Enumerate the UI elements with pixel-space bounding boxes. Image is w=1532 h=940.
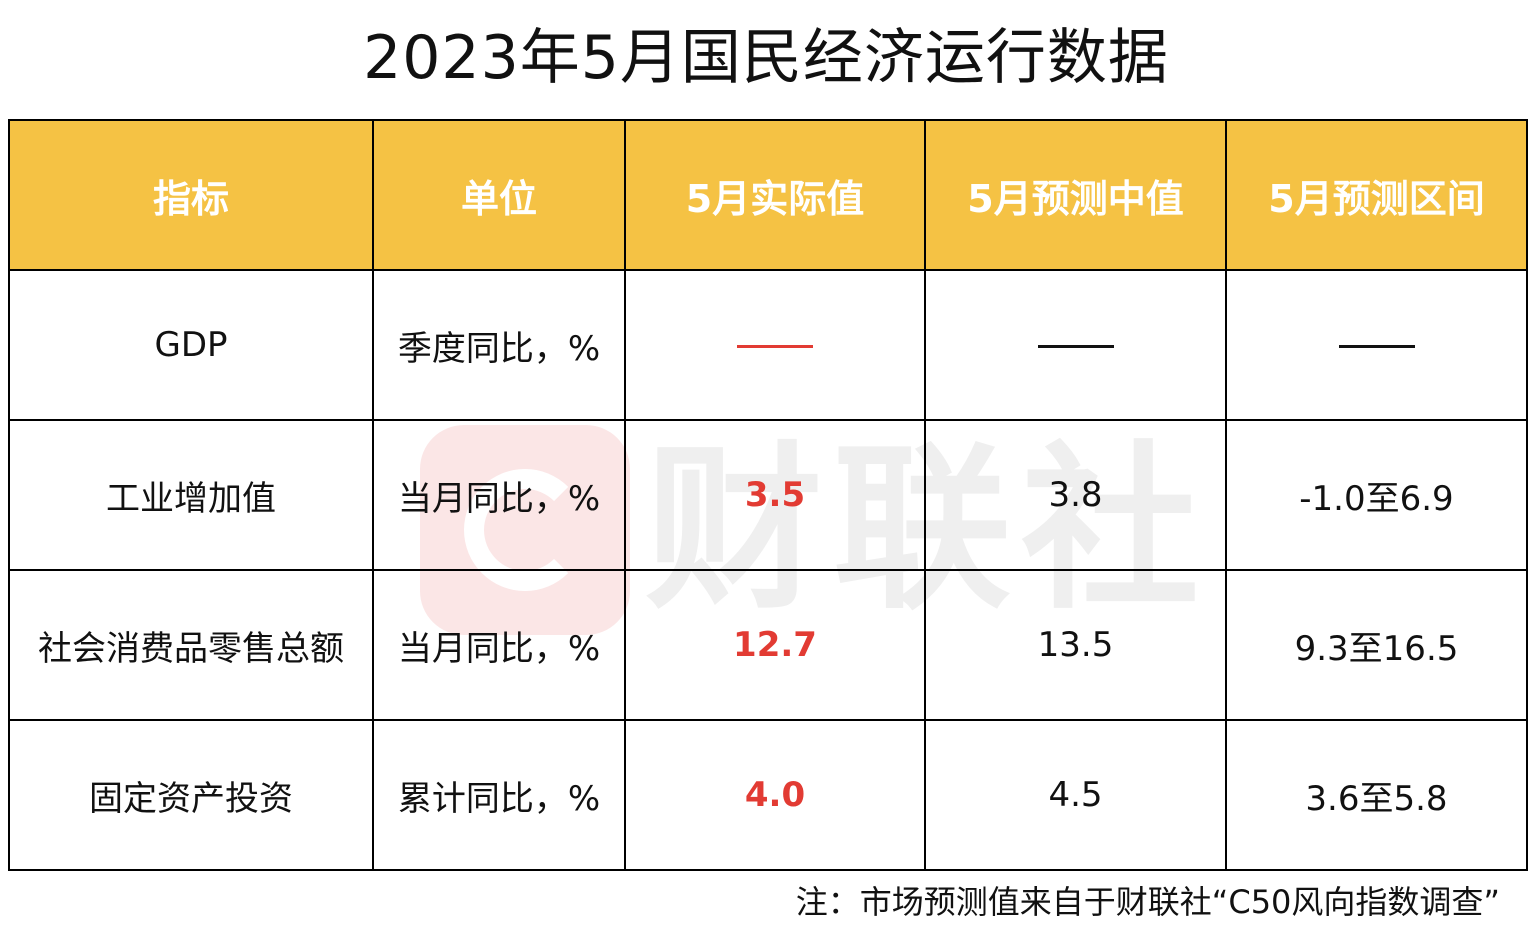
table-row: 社会消费品零售总额 当月同比，% 12.7 13.5 9.3至16.5: [8, 569, 1528, 721]
forecast-range-cell: -1.0至6.9: [1225, 419, 1528, 571]
forecast-median-cell: 3.8: [924, 419, 1227, 571]
header-indicator: 指标: [8, 119, 374, 271]
page-title: 2023年5月国民经济运行数据: [363, 23, 1169, 93]
unit-cell: 当月同比，%: [372, 419, 626, 571]
forecast-range-cell: 9.3至16.5: [1225, 569, 1528, 721]
actual-cell: 4.0: [624, 719, 926, 871]
table-row: GDP 季度同比，% —— —— ——: [8, 269, 1528, 421]
table-header-row: 指标 单位 5月实际值 5月预测中值 5月预测区间: [8, 119, 1528, 271]
header-forecast-range: 5月预测区间: [1225, 119, 1528, 271]
forecast-median-cell: 13.5: [924, 569, 1227, 721]
forecast-median-cell: 4.5: [924, 719, 1227, 871]
actual-cell: 12.7: [624, 569, 926, 721]
forecast-median-cell: ——: [924, 269, 1227, 421]
indicator-cell: 固定资产投资: [8, 719, 374, 871]
unit-cell: 累计同比，%: [372, 719, 626, 871]
header-forecast-median: 5月预测中值: [924, 119, 1227, 271]
actual-cell: 3.5: [624, 419, 926, 571]
forecast-range-cell: 3.6至5.8: [1225, 719, 1528, 871]
table-row: 固定资产投资 累计同比，% 4.0 4.5 3.6至5.8: [8, 719, 1528, 871]
dash-placeholder: ——: [1338, 345, 1415, 348]
table-row: 工业增加值 当月同比，% 3.5 3.8 -1.0至6.9: [8, 419, 1528, 571]
dash-placeholder: ——: [737, 345, 813, 348]
actual-cell: ——: [624, 269, 926, 421]
header-unit: 单位: [372, 119, 626, 271]
economic-data-table: 指标 单位 5月实际值 5月预测中值 5月预测区间 GDP 季度同比，% —— …: [8, 119, 1528, 871]
indicator-cell: GDP: [8, 269, 374, 421]
forecast-range-cell: ——: [1225, 269, 1528, 421]
unit-cell: 季度同比，%: [372, 269, 626, 421]
indicator-cell: 社会消费品零售总额: [8, 569, 374, 721]
indicator-cell: 工业增加值: [8, 419, 374, 571]
dash-placeholder: ——: [1037, 345, 1114, 348]
header-actual: 5月实际值: [624, 119, 926, 271]
unit-cell: 当月同比，%: [372, 569, 626, 721]
source-note: 注：市场预测值来自于财联社“C50风向指数调查”: [795, 883, 1500, 921]
